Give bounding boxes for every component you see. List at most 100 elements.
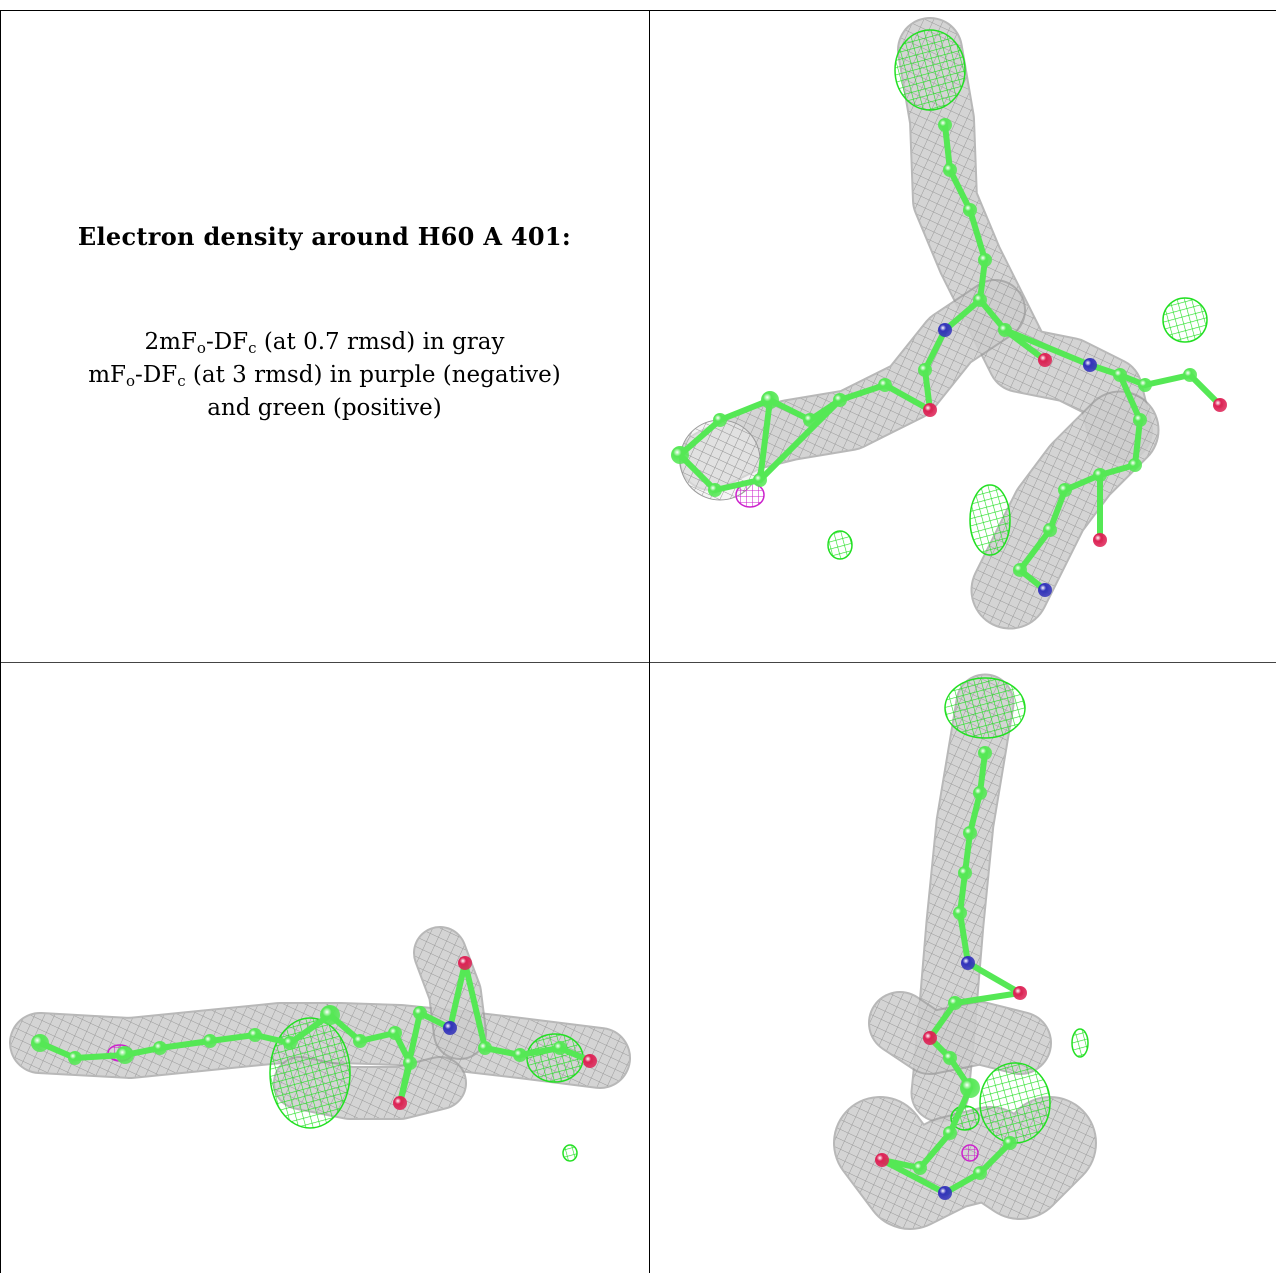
bond xyxy=(952,990,1023,1006)
carbon-atom xyxy=(973,786,987,800)
carbon-atom xyxy=(913,1161,927,1175)
bond xyxy=(1132,417,1143,468)
carbon-atom xyxy=(943,163,957,177)
carbon-atom xyxy=(1128,458,1142,472)
carbon-atom xyxy=(953,906,967,920)
bond xyxy=(882,382,933,413)
carbon-atom xyxy=(978,253,992,267)
carbon-atom xyxy=(973,293,987,307)
nitrogen-atom xyxy=(1083,358,1097,372)
bond xyxy=(965,960,1023,996)
bond xyxy=(837,382,888,403)
bond xyxy=(1117,372,1143,423)
carbon-atom xyxy=(960,1078,980,1098)
nitrogen-atom xyxy=(1038,583,1052,597)
nitrogen-atom xyxy=(961,956,975,970)
carbon-atom xyxy=(963,203,977,217)
density-legend: 2mFo-DFc (at 0.7 rmsd) in gray mFo-DFc (… xyxy=(0,326,649,425)
carbon-atom xyxy=(878,378,892,392)
carbon-atom xyxy=(1183,368,1197,382)
carbon-atom xyxy=(388,1026,402,1040)
carbon-atom xyxy=(958,866,972,880)
oxygen-atom xyxy=(1038,353,1052,367)
carbon-atom xyxy=(153,1041,167,1055)
bond xyxy=(757,397,843,483)
negative-density-1 xyxy=(961,1144,979,1162)
positive-density-2 xyxy=(1162,297,1208,343)
rule-center xyxy=(649,10,650,1273)
molecule-render-3 xyxy=(833,673,1097,1230)
rule-middle xyxy=(0,662,1276,663)
bond xyxy=(977,1140,1013,1176)
bond xyxy=(462,960,488,1051)
carbon-atom xyxy=(1043,523,1057,537)
carbon-atom xyxy=(116,1046,134,1064)
oxygen-atom xyxy=(1013,986,1027,1000)
carbon-atom xyxy=(513,1048,527,1062)
bond xyxy=(1187,372,1223,408)
oxygen-atom xyxy=(583,1054,597,1068)
oxygen-atom xyxy=(875,1153,889,1167)
carbon-atom xyxy=(963,826,977,840)
bond xyxy=(917,1130,953,1171)
carbon-atom xyxy=(283,1036,297,1050)
positive-density-2 xyxy=(526,1033,584,1083)
positive-density-3 xyxy=(562,1144,578,1162)
bond xyxy=(757,397,773,483)
molecule-render-2 xyxy=(9,926,631,1162)
positive-density-1 xyxy=(269,1017,351,1129)
carbon-atom xyxy=(320,1005,340,1025)
carbon-atom xyxy=(713,413,727,427)
carbon-atom xyxy=(973,1166,987,1180)
bond xyxy=(447,960,468,1031)
carbon-atom xyxy=(938,118,952,132)
oxygen-atom xyxy=(393,1096,407,1110)
carbon-atom xyxy=(978,746,992,760)
rule-left xyxy=(0,10,1,1273)
carbon-atom xyxy=(353,1034,367,1048)
carbon-atom xyxy=(1003,1136,1017,1150)
positive-density-3 xyxy=(1071,1028,1089,1058)
bond xyxy=(922,327,948,373)
carbon-atom xyxy=(918,363,932,377)
carbon-atom xyxy=(1138,378,1152,392)
bond xyxy=(967,207,988,263)
carbon-atom xyxy=(1093,468,1107,482)
carbon-atom xyxy=(708,483,722,497)
carbon-atom xyxy=(943,1051,957,1065)
bond xyxy=(712,477,763,493)
carbon-atom xyxy=(998,323,1012,337)
bond xyxy=(1017,527,1053,573)
legend-line-2fofc: 2mFo-DFc (at 0.7 rmsd) in gray xyxy=(144,329,505,357)
bond xyxy=(927,1000,958,1041)
carbon-atom xyxy=(1133,413,1147,427)
positive-density-3 xyxy=(969,484,1011,556)
carbon-atom xyxy=(803,413,817,427)
nitrogen-atom xyxy=(443,1021,457,1035)
carbon-atom xyxy=(671,446,689,464)
carbon-atom xyxy=(248,1028,262,1042)
bond xyxy=(947,167,973,213)
bond xyxy=(207,1032,258,1044)
positive-density-1 xyxy=(944,677,1026,739)
carbon-atom xyxy=(1013,563,1027,577)
bond xyxy=(942,122,953,173)
figure-title: Electron density around H60 A 401: xyxy=(77,222,572,251)
carbon-atom xyxy=(1058,483,1072,497)
carbon-atom xyxy=(403,1056,417,1070)
bond xyxy=(157,1038,213,1051)
bond xyxy=(942,297,983,333)
carbon-atom xyxy=(761,391,779,409)
carbon-atom xyxy=(31,1034,49,1052)
carbon-atom xyxy=(478,1041,492,1055)
nitrogen-atom xyxy=(938,1186,952,1200)
carbon-atom xyxy=(413,1006,427,1020)
carbon-atom xyxy=(553,1041,567,1055)
nitrogen-atom xyxy=(938,323,952,337)
carbon-atom xyxy=(943,1126,957,1140)
carbon-atom xyxy=(203,1034,217,1048)
bond xyxy=(879,1157,948,1196)
density-view-1 xyxy=(650,10,1276,662)
bond xyxy=(1047,487,1068,533)
